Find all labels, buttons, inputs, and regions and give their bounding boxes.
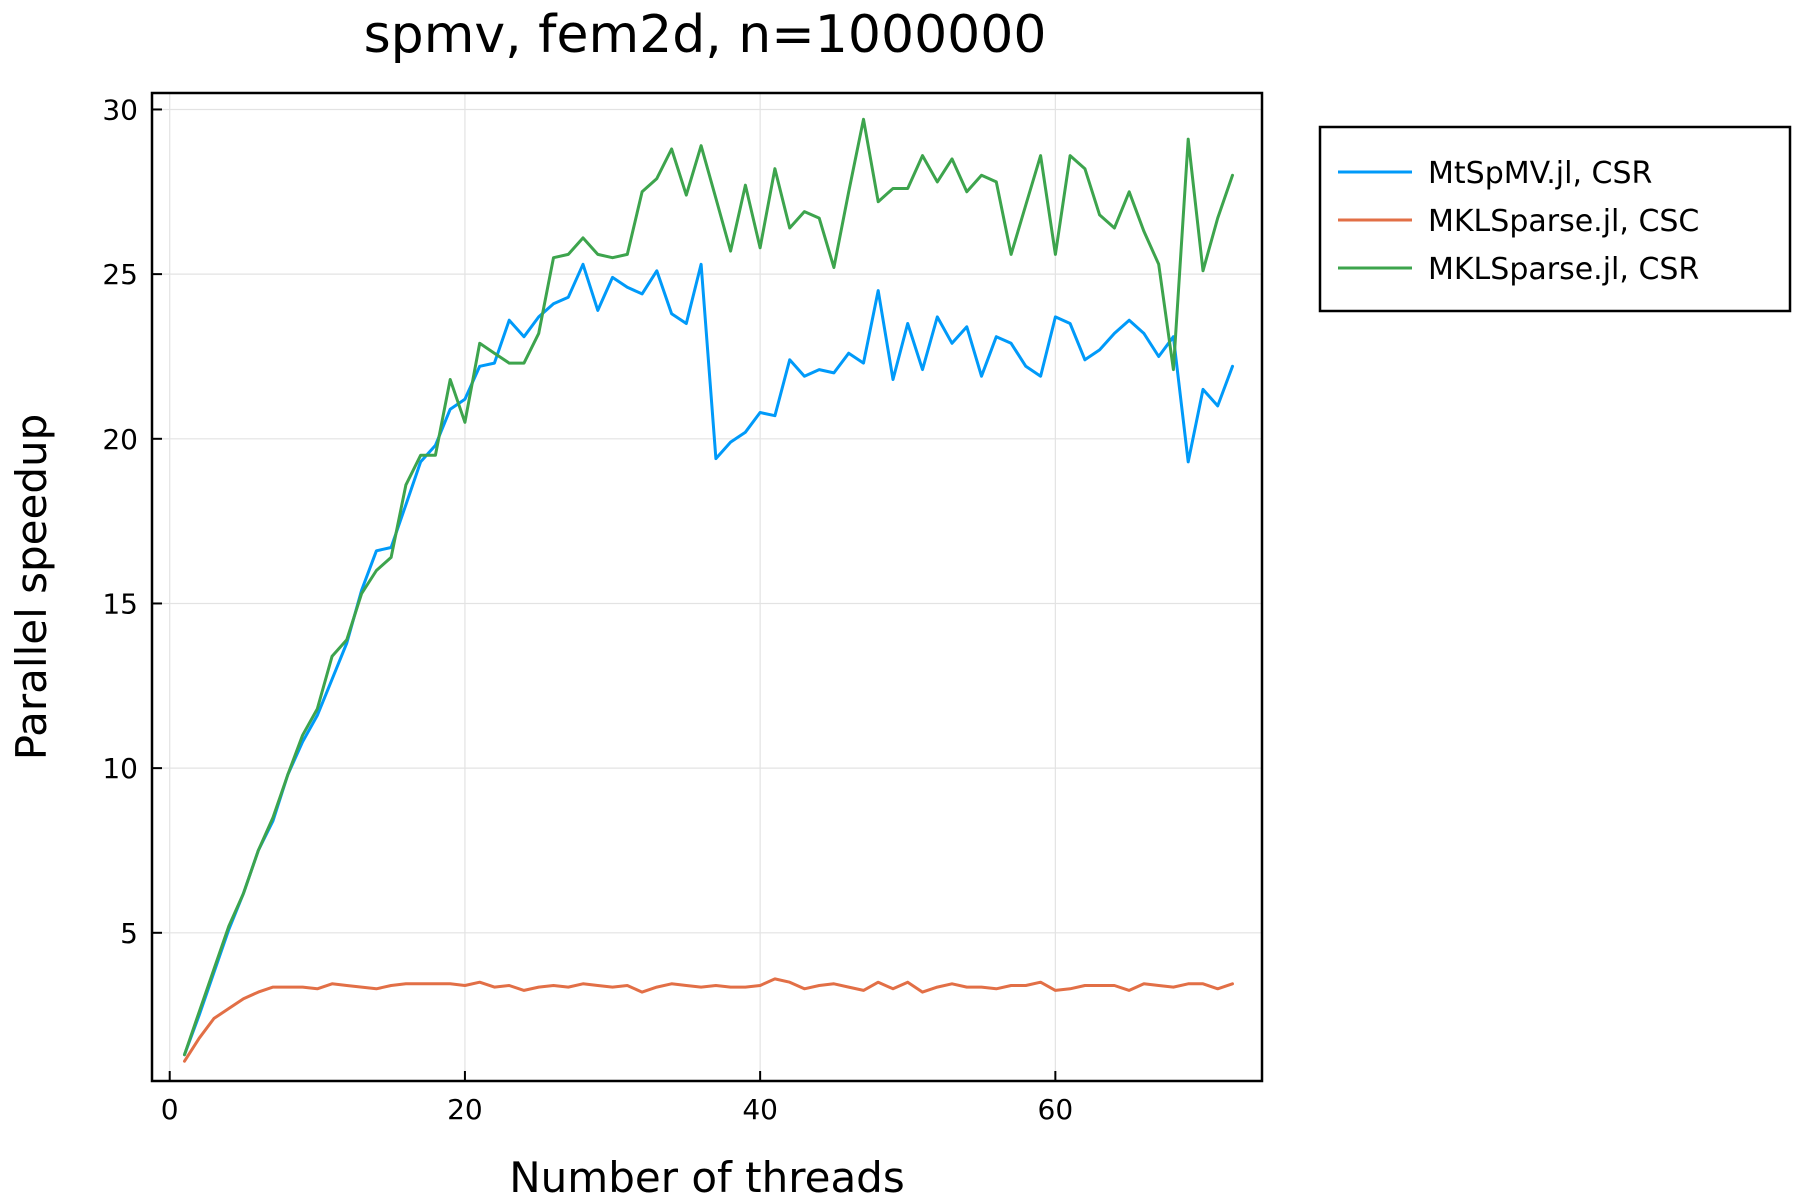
x-tick-label: 40 (742, 1093, 778, 1126)
y-axis: 5 10 15 20 25 30 (102, 93, 162, 950)
x-axis-label: Number of threads (509, 1153, 904, 1200)
legend-label-1: MtSpMV.jl, CSR (1428, 156, 1652, 191)
y-tick-label: 15 (102, 587, 138, 620)
grid-lines (152, 93, 1262, 1081)
legend-label-2: MKLSparse.jl, CSC (1428, 204, 1699, 239)
y-tick-label: 5 (120, 917, 138, 950)
legend: MtSpMV.jl, CSR MKLSparse.jl, CSC MKLSparse… (1318, 125, 1792, 313)
x-tick-label: 60 (1038, 1093, 1074, 1126)
plot-frame (150, 91, 1264, 1083)
x-tick-label: 0 (161, 1093, 179, 1126)
y-tick-label: 30 (102, 93, 138, 126)
plot-series (183, 117, 1234, 1063)
series-line-2 (183, 977, 1234, 1063)
y-axis-label: Parallel speedup (7, 414, 56, 761)
x-axis: 0 20 40 60 (161, 1071, 1073, 1126)
legend-label-3: MKLSparse.jl, CSR (1428, 252, 1699, 287)
chart-title: spmv, fem2d, n=1000000 (364, 5, 1047, 65)
series-line-1 (183, 262, 1234, 1057)
y-tick-label: 25 (102, 258, 138, 291)
y-tick-label: 10 (102, 752, 138, 785)
y-tick-label: 20 (102, 423, 138, 456)
x-tick-label: 20 (447, 1093, 483, 1126)
series-line-3 (183, 117, 1234, 1057)
